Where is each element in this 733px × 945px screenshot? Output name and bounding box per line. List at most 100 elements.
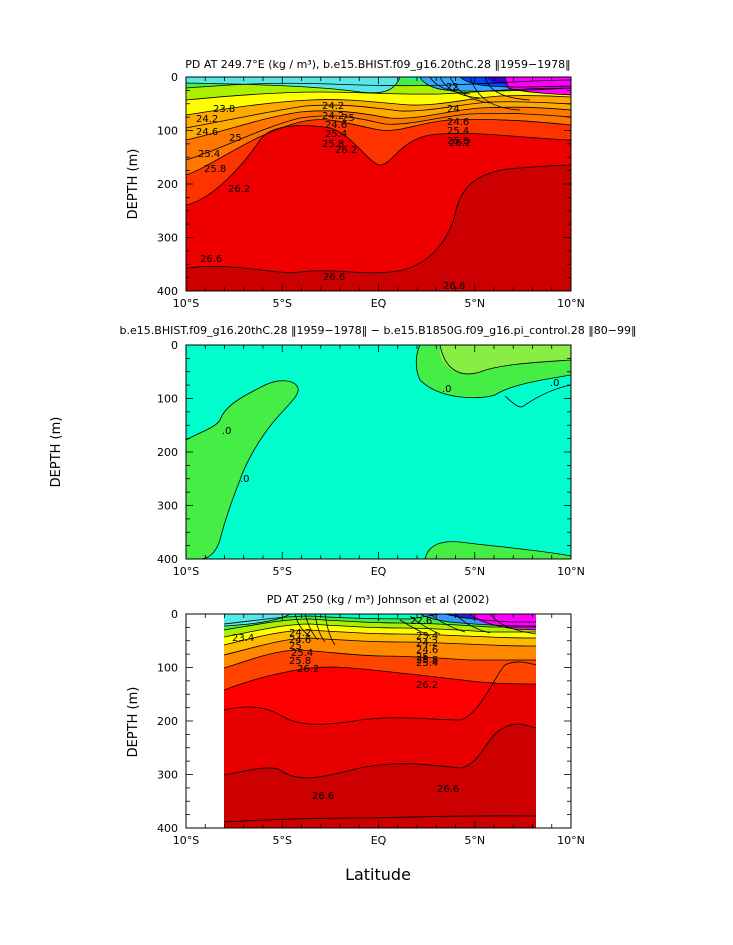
y-tick-label: 300 xyxy=(157,769,178,782)
contour-label: 25.4 xyxy=(291,648,313,659)
x-tick-label: 5°S xyxy=(273,834,292,847)
x-tick-label: 10°S xyxy=(173,565,199,578)
y-tick-label: 0 xyxy=(171,608,178,621)
y-tick-label: 300 xyxy=(157,500,178,513)
x-tick-label: 5°S xyxy=(273,565,292,578)
contour-label: 25.4 xyxy=(416,658,438,669)
contour-label: .0 xyxy=(550,378,560,389)
panel-1-contour-lines xyxy=(186,77,571,274)
y-tick-label: 0 xyxy=(171,339,178,352)
contour-label: 24.2 xyxy=(322,101,344,112)
y-tick-label: 400 xyxy=(157,285,178,298)
contour-label: 24 xyxy=(447,104,460,115)
panel-3: PD AT 250 (kg / m³) Johnson et al (2002) xyxy=(126,593,585,884)
x-tick-label: 5°N xyxy=(464,297,485,310)
panel-1-ticks: 10°S 5°S EQ 5°N 10°N 0 100 200 300 400 xyxy=(157,71,585,310)
contour-label: 24.2 xyxy=(289,628,311,639)
contour-label: .0 xyxy=(240,474,250,485)
panel-1-contour-labels: 23.8 24.2 24.2 24.6 25 25.4 25.8 26.2 26… xyxy=(196,82,471,292)
contour-label: 25.8 xyxy=(204,164,226,175)
x-tick-label: 10°N xyxy=(557,565,585,578)
panel-1-title: PD AT 249.7°E (kg / m³), b.e15.BHIST.f09… xyxy=(185,58,570,71)
contour-label: .0 xyxy=(442,384,452,395)
panel-3-ylabel: DEPTH (m) xyxy=(126,687,141,758)
panel-2-contours xyxy=(186,345,571,559)
contour-label: 26.6 xyxy=(312,791,334,802)
panel-3-contour-lines xyxy=(223,614,537,823)
y-tick-label: 0 xyxy=(171,71,178,84)
panel-2-ylabel: DEPTH (m) xyxy=(49,417,64,488)
contour-label: 23.4 xyxy=(232,633,254,644)
contour-label: 26.2 xyxy=(335,145,357,156)
x-tick-label: EQ xyxy=(371,565,387,578)
contour-label: 26.6 xyxy=(443,281,465,292)
x-tick-label: EQ xyxy=(371,297,387,310)
contour-label: 24.6 xyxy=(325,120,347,131)
y-tick-label: 200 xyxy=(157,178,178,191)
contour-label: 25.4 xyxy=(447,126,469,137)
y-tick-label: 200 xyxy=(157,715,178,728)
contour-label: 24.2 xyxy=(322,111,344,122)
contour-label: 26.2 xyxy=(228,184,250,195)
contour-label: 24.2 xyxy=(196,114,218,125)
panel-3-xlabel: Latitude xyxy=(345,865,411,884)
contour-label: 23.8 xyxy=(213,104,235,115)
panel-2-ticks: 10°S 5°S EQ 5°N 10°N 0 100 200 300 400 xyxy=(157,339,585,578)
contour-label: 25.4 xyxy=(198,149,220,160)
contour-label: .0 xyxy=(222,426,232,437)
panel-1-ylabel: DEPTH (m) xyxy=(126,149,141,220)
contour-label: 25.8 xyxy=(416,655,438,666)
contour-label: 24.2 xyxy=(416,638,438,649)
x-tick-label: 10°N xyxy=(557,297,585,310)
blob-green-lower-right xyxy=(425,541,571,559)
x-tick-label: 5°N xyxy=(464,834,485,847)
contour-label: 24.6 xyxy=(289,635,311,646)
contour-label: 25.8 xyxy=(447,136,469,147)
panel-2: b.e15.BHIST.f09_g16.20thC.28 ‖1959−1978‖… xyxy=(49,324,636,578)
panel-3-contours xyxy=(223,614,537,828)
contour-label: 26.6 xyxy=(437,784,459,795)
panel-3-contour-labels: 23.4 24.2 24.6 25 25.4 25.8 26.2 23.4 24… xyxy=(232,616,459,802)
contour-label: 24.6 xyxy=(447,117,469,128)
x-tick-label: 10°N xyxy=(557,834,585,847)
contour-label: 25 xyxy=(416,652,429,663)
contour-label: 25 xyxy=(229,133,242,144)
contour-label: 22.6 xyxy=(410,616,432,627)
y-tick-label: 100 xyxy=(157,393,178,406)
contour-label: 23.4 xyxy=(416,631,438,642)
contour-label: 26.2 xyxy=(416,680,438,691)
panel-2-contour-labels: .0 .0 .0 .0 xyxy=(222,378,560,485)
panel-2-contour-lines xyxy=(186,345,571,559)
contour-label: 22 xyxy=(446,82,459,93)
contour-label: 26.6 xyxy=(200,254,222,265)
contour-label: 26.2 xyxy=(297,664,319,675)
contour-label: 26.6 xyxy=(323,272,345,283)
x-tick-label: 10°S xyxy=(173,297,199,310)
contour-label: 25.8 xyxy=(322,139,344,150)
panel-3-ticks: 10°S 5°S EQ 5°N 10°N 0 100 200 300 400 xyxy=(157,608,585,847)
x-tick-label: 10°S xyxy=(173,834,199,847)
panel-1-contours xyxy=(186,77,571,291)
contour-label: 24.6 xyxy=(416,645,438,656)
panel-3-title: PD AT 250 (kg / m³) Johnson et al (2002) xyxy=(267,593,490,606)
y-tick-label: 300 xyxy=(157,232,178,245)
y-tick-label: 200 xyxy=(157,446,178,459)
contour-label: 25 xyxy=(342,113,355,124)
x-tick-label: 5°S xyxy=(273,297,292,310)
contour-label: 25.8 xyxy=(289,656,311,667)
panel-2-title: b.e15.BHIST.f09_g16.20thC.28 ‖1959−1978‖… xyxy=(120,324,637,337)
x-tick-label: 5°N xyxy=(464,565,485,578)
blob-light-green xyxy=(440,345,571,375)
y-tick-label: 100 xyxy=(157,125,178,138)
contour-label: 25 xyxy=(289,641,302,652)
contour-label: 24.6 xyxy=(196,127,218,138)
y-tick-label: 400 xyxy=(157,822,178,835)
x-tick-label: EQ xyxy=(371,834,387,847)
contour-label: 26.2 xyxy=(449,138,471,149)
y-tick-label: 100 xyxy=(157,662,178,675)
band-cyan xyxy=(186,77,400,93)
panel-1: PD AT 249.7°E (kg / m³), b.e15.BHIST.f09… xyxy=(126,58,585,310)
blob-green-left xyxy=(186,380,299,559)
y-tick-label: 400 xyxy=(157,553,178,566)
